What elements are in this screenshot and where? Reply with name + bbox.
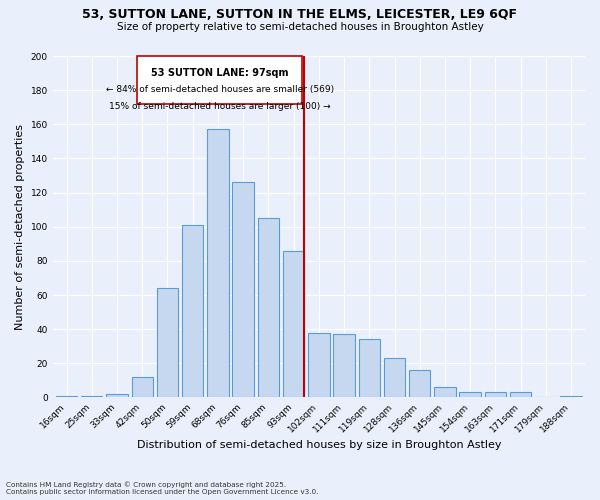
Bar [56,396,77,398]
Bar [334,334,355,398]
Bar [157,288,178,398]
Bar [308,332,329,398]
Bar [207,130,229,398]
Bar [232,182,254,398]
Text: 53, SUTTON LANE, SUTTON IN THE ELMS, LEICESTER, LE9 6QF: 53, SUTTON LANE, SUTTON IN THE ELMS, LEI… [83,8,517,20]
Text: Contains HM Land Registry data © Crown copyright and database right 2025.
Contai: Contains HM Land Registry data © Crown c… [6,482,319,495]
Bar [384,358,405,398]
Bar [359,340,380,398]
Bar [409,370,430,398]
Text: 53 SUTTON LANE: 97sqm: 53 SUTTON LANE: 97sqm [151,68,289,78]
Text: 15% of semi-detached houses are larger (100) →: 15% of semi-detached houses are larger (… [109,102,331,111]
Bar [510,392,532,398]
X-axis label: Distribution of semi-detached houses by size in Broughton Astley: Distribution of semi-detached houses by … [137,440,501,450]
Text: ← 84% of semi-detached houses are smaller (569): ← 84% of semi-detached houses are smalle… [106,85,334,94]
Bar [460,392,481,398]
Bar [434,388,456,398]
Bar [131,377,153,398]
Bar [106,394,128,398]
Bar [81,396,103,398]
Bar [257,218,279,398]
Bar [560,396,582,398]
Text: Size of property relative to semi-detached houses in Broughton Astley: Size of property relative to semi-detach… [116,22,484,32]
Bar [137,56,302,104]
Bar [283,250,304,398]
Bar [485,392,506,398]
Y-axis label: Number of semi-detached properties: Number of semi-detached properties [15,124,25,330]
Bar [182,225,203,398]
